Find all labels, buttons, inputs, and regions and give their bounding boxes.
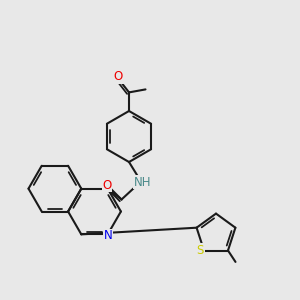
Text: O: O	[103, 178, 112, 192]
Text: O: O	[114, 70, 123, 83]
Text: S: S	[197, 244, 204, 257]
Text: N: N	[104, 230, 113, 242]
Text: NH: NH	[134, 176, 151, 189]
